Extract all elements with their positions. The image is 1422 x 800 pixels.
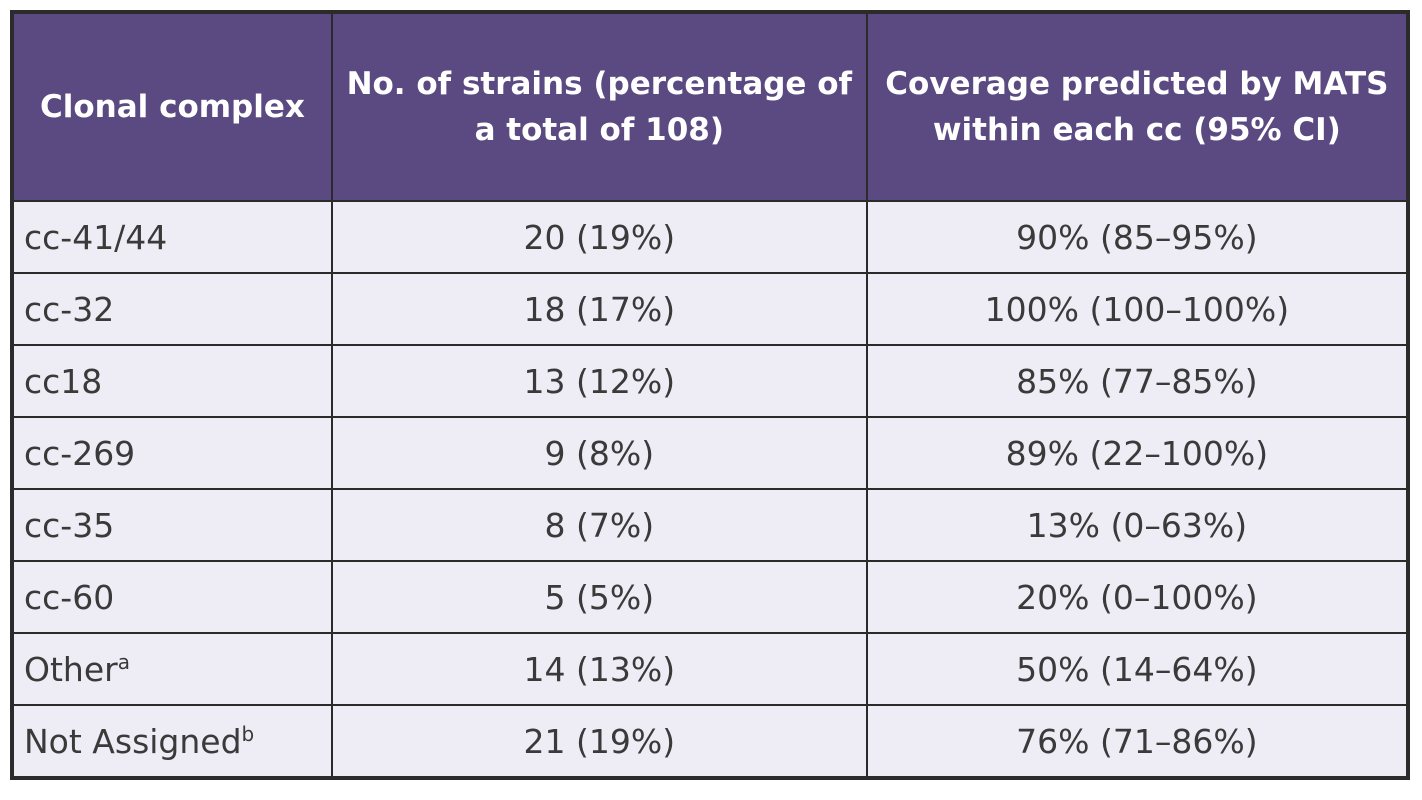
cell-coverage: 100% (100–100%) [865, 272, 1410, 346]
cell-strains: 14 (13%) [330, 632, 868, 706]
cell-coverage: 85% (77–85%) [865, 344, 1410, 418]
table-row: Othera 14 (13%) 50% (14–64%) [11, 632, 1410, 706]
cell-strains: 21 (19%) [330, 704, 868, 779]
cell-strains: 20 (19%) [330, 200, 868, 274]
footnote-marker: a [117, 649, 130, 674]
cell-clonal-complex: Not Assignedb [11, 704, 333, 779]
table-row: cc-35 8 (7%) 13% (0–63%) [11, 488, 1410, 562]
table-row: cc18 13 (12%) 85% (77–85%) [11, 344, 1410, 418]
table-row: cc-60 5 (5%) 20% (0–100%) [11, 560, 1410, 634]
header-coverage: Coverage predicted by MATS within each c… [865, 11, 1410, 202]
table-row: cc-269 9 (8%) 89% (22–100%) [11, 416, 1410, 490]
cell-clonal-complex: cc-35 [11, 488, 333, 562]
cell-strains: 13 (12%) [330, 344, 868, 418]
cell-clonal-complex: cc-269 [11, 416, 333, 490]
cell-coverage: 20% (0–100%) [865, 560, 1410, 634]
cell-clonal-complex: cc-41/44 [11, 200, 333, 274]
cell-strains: 9 (8%) [330, 416, 868, 490]
table-row: cc-32 18 (17%) 100% (100–100%) [11, 272, 1410, 346]
cell-clonal-complex: Othera [11, 632, 333, 706]
clonal-complex-table: Clonal complex No. of strains (percentag… [10, 10, 1410, 780]
cell-clonal-complex: cc18 [11, 344, 333, 418]
cell-strains: 8 (7%) [330, 488, 868, 562]
cell-strains: 18 (17%) [330, 272, 868, 346]
cell-coverage: 89% (22–100%) [865, 416, 1410, 490]
cell-clonal-complex: cc-32 [11, 272, 333, 346]
cell-coverage: 76% (71–86%) [865, 704, 1410, 779]
header-clonal-complex: Clonal complex [11, 11, 333, 202]
cell-coverage: 50% (14–64%) [865, 632, 1410, 706]
footnote-marker: b [241, 721, 255, 746]
cell-coverage: 90% (85–95%) [865, 200, 1410, 274]
cell-coverage: 13% (0–63%) [865, 488, 1410, 562]
header-no-of-strains: No. of strains (percentage of a total of… [330, 11, 868, 202]
cell-strains: 5 (5%) [330, 560, 868, 634]
table-row: Not Assignedb 21 (19%) 76% (71–86%) [11, 704, 1410, 779]
header-row: Clonal complex No. of strains (percentag… [11, 11, 1410, 202]
table-row: cc-41/44 20 (19%) 90% (85–95%) [11, 200, 1410, 274]
cell-clonal-complex: cc-60 [11, 560, 333, 634]
